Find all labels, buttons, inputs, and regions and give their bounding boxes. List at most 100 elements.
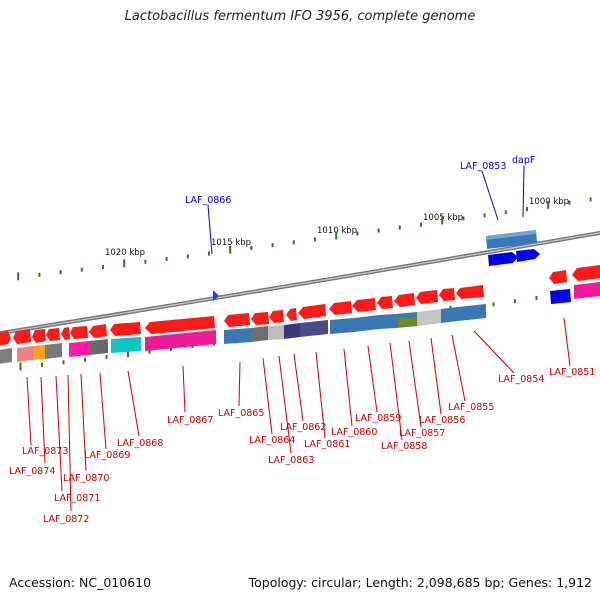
scale-tick — [589, 197, 592, 202]
scale-tick — [127, 349, 129, 358]
scale-tick — [144, 259, 147, 264]
gene-arrow — [110, 322, 141, 336]
leader-line — [80, 373, 87, 472]
leader-line — [408, 340, 422, 428]
leader-line — [389, 342, 403, 441]
gene-label-lower: LAF_0864 — [249, 435, 295, 446]
scale-tick — [356, 231, 359, 236]
gene-label-lower: LAF_0873 — [22, 446, 68, 457]
leader-line — [207, 204, 213, 255]
gene-arrow — [286, 308, 297, 321]
gene-label-lower: LAF_0856 — [419, 415, 465, 426]
gene-label-lower: LAF_0861 — [304, 439, 350, 450]
leader-line — [238, 361, 241, 407]
scale-tick — [102, 265, 104, 270]
scale-label-1010: 1010 kbp — [317, 226, 357, 236]
leader-line — [67, 374, 72, 512]
leader-line — [481, 170, 499, 221]
category-bars — [0, 282, 600, 364]
category-bar — [284, 323, 300, 339]
gene-label-lower: LAF_0851 — [549, 367, 595, 378]
scale-tick — [62, 360, 65, 365]
scale-tick — [483, 213, 486, 218]
scale-tick — [547, 200, 550, 209]
leader-line — [99, 372, 107, 450]
forward-strand-genes — [0, 265, 600, 346]
gene-label-lower: LAF_0863 — [268, 455, 314, 466]
reverse-strand-genes — [486, 230, 571, 304]
gene-laf-0853-arrow — [488, 252, 518, 266]
gene-arrow — [269, 310, 284, 323]
leader-line — [522, 165, 525, 218]
category-bar — [574, 282, 600, 299]
gene-label-lower: LAF_0862 — [280, 422, 326, 433]
category-bar — [268, 325, 284, 340]
scale-tick — [123, 259, 126, 268]
scale-tick — [148, 349, 151, 354]
scale-tick — [441, 216, 444, 225]
scale-tick — [17, 272, 20, 281]
gene-arrow — [0, 331, 11, 346]
category-bar — [45, 343, 62, 359]
gene-label-lower: LAF_0874 — [9, 466, 55, 477]
gene-label-lower: LAF_0865 — [218, 408, 264, 419]
gene-laf-0853-bar-top — [486, 230, 536, 240]
category-bar — [300, 320, 328, 337]
gene-label-lower: LAF_0855 — [448, 402, 494, 413]
gene-arrow — [377, 296, 393, 309]
leader-line — [343, 348, 353, 427]
category-bar — [330, 318, 354, 334]
gene-labels: LAF_0866 LAF_0853 dapF LAF_0873 LAF_0874 LAF_… — [9, 155, 595, 525]
gene-label-lower: LAF_0859 — [355, 413, 401, 424]
scale-tick — [377, 228, 380, 233]
gene-arrow — [416, 290, 438, 304]
category-bar — [354, 315, 379, 332]
scale-tick — [398, 225, 401, 230]
gene-arrow — [61, 327, 70, 340]
gene-laf-0851-arrow — [550, 289, 571, 304]
gene-label-upper: dapF — [512, 155, 535, 166]
category-bar — [111, 337, 141, 353]
scale-tick — [105, 354, 108, 359]
genome-summary-text: Topology: circular; Length: 2,098,685 bp… — [248, 575, 592, 590]
scale-tick — [335, 231, 338, 240]
gene-arrow — [32, 329, 46, 343]
genome-title: Lactobacillus fermentum IFO 3956, comple… — [124, 9, 476, 24]
leader-line — [293, 353, 304, 422]
gene-label-lower: LAF_0870 — [63, 473, 109, 484]
scale-tick — [271, 243, 274, 248]
scale-tick — [165, 257, 168, 262]
gene-arrow — [394, 293, 415, 307]
scale-tick — [462, 216, 465, 221]
gene-laf-0867-arrow — [145, 316, 215, 334]
gene-label-lower: LAF_0868 — [117, 438, 163, 449]
category-bar — [69, 341, 89, 357]
leader-line — [26, 376, 32, 446]
scale-tick — [59, 270, 62, 275]
category-bar — [251, 326, 268, 342]
scale-tick — [19, 362, 22, 371]
category-bar — [379, 314, 396, 329]
gene-arrow — [352, 298, 376, 312]
gene-arrow — [298, 304, 326, 319]
label-leader-lines — [26, 165, 571, 512]
category-bar — [89, 339, 108, 355]
gene-label-lower: LAF_0869 — [84, 450, 130, 461]
leader-line — [473, 330, 515, 374]
scale-tick — [41, 362, 43, 367]
category-bar — [224, 328, 251, 344]
scale-tick — [420, 222, 422, 227]
gene-label-lower: LAF_0858 — [381, 441, 427, 452]
leader-line — [182, 365, 186, 413]
scale-tick — [208, 251, 210, 256]
leader-line — [262, 357, 273, 435]
gene-label-upper: LAF_0853 — [460, 161, 506, 172]
gene-label-lower: LAF_0871 — [54, 493, 100, 504]
gene-label-upper: LAF_0866 — [185, 195, 231, 206]
scale-tick — [292, 240, 295, 245]
category-bar — [17, 346, 33, 362]
gene-arrow — [46, 328, 60, 341]
scale-tick — [38, 272, 41, 277]
